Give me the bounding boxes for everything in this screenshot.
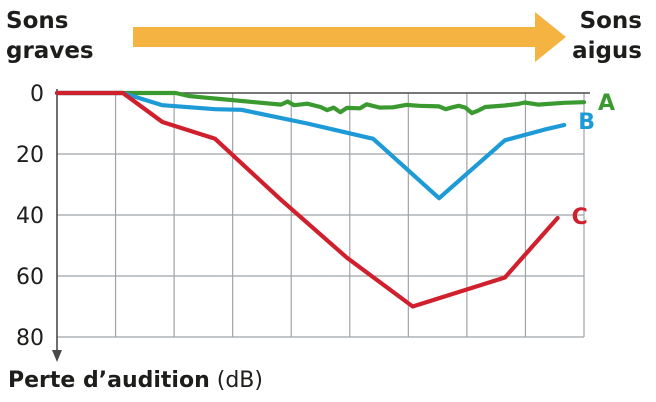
series-a-line <box>54 90 587 116</box>
low-sounds-label-line2: graves <box>6 38 94 64</box>
series-b-label: B <box>578 110 595 135</box>
low-sounds-label: Sons graves <box>6 6 94 66</box>
y-axis: 0 20 40 60 80 <box>16 82 590 362</box>
y-tick-label: 80 <box>16 326 44 351</box>
high-sounds-label-line1: Sons <box>579 8 642 34</box>
frequency-arrow <box>133 12 566 62</box>
series-c-line <box>54 90 560 309</box>
series-c-label: C <box>572 205 588 230</box>
grid <box>57 93 585 338</box>
high-sounds-label: Sons aigus <box>572 6 642 66</box>
y-tick-label: 20 <box>16 143 44 168</box>
low-sounds-label-line1: Sons <box>6 8 69 34</box>
y-axis-unit: (dB) <box>216 368 263 393</box>
series-labels: AB C <box>572 91 615 230</box>
series-group <box>54 90 587 309</box>
high-sounds-label-line2: aigus <box>572 38 642 64</box>
y-tick-label: 60 <box>16 265 44 290</box>
series-a-label: A <box>598 91 615 116</box>
y-tick-label: 40 <box>16 204 44 229</box>
series-b-line <box>54 90 567 201</box>
y-axis-label: Perte d’audition (dB) <box>8 368 263 393</box>
y-axis-label-text: Perte d’audition <box>8 368 210 393</box>
y-axis-arrowhead <box>52 350 62 362</box>
y-tick-label: 0 <box>30 82 44 107</box>
